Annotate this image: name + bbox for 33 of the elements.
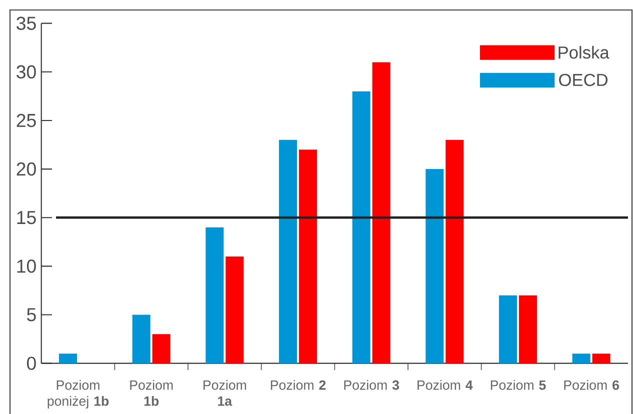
bar: [59, 354, 78, 364]
x-tick-label: Poziom poniżej 1b: [48, 380, 109, 408]
x-tick-label: Poziom 1a: [204, 380, 246, 406]
bar: [298, 150, 317, 364]
legend-label: Polska: [558, 46, 610, 59]
x-tick-label: Poziom 4: [418, 380, 473, 390]
bar: [592, 354, 610, 364]
bar: [206, 227, 224, 364]
y-tick-label: 15: [17, 211, 36, 224]
bar: [446, 140, 464, 364]
x-tick-label: Poziom 5: [490, 380, 546, 390]
y-tick-label: 5: [27, 308, 36, 322]
bar: [372, 62, 390, 364]
y-tick-label: 30: [16, 65, 36, 79]
x-tick-label: Poziom 1b: [130, 380, 173, 406]
legend-label: OECD: [559, 74, 608, 86]
bar: [352, 91, 370, 364]
bar: [152, 334, 170, 364]
y-tick-label: 10: [17, 260, 36, 273]
bar: [518, 295, 537, 364]
x-tick-label: Poziom 2: [270, 380, 326, 390]
y-tick-label: 0: [26, 356, 36, 370]
bar: [426, 169, 444, 364]
bar: [132, 314, 150, 364]
bar: [226, 256, 244, 364]
y-tick-label: 20: [16, 162, 36, 176]
bar: [279, 140, 297, 364]
bar: [572, 354, 590, 364]
y-tick-label: 35: [16, 16, 36, 30]
x-tick-label: Poziom 3: [344, 380, 400, 390]
bar: [498, 295, 517, 364]
x-tick-label: Poziom 6: [564, 380, 620, 390]
y-tick-label: 25: [16, 114, 36, 128]
